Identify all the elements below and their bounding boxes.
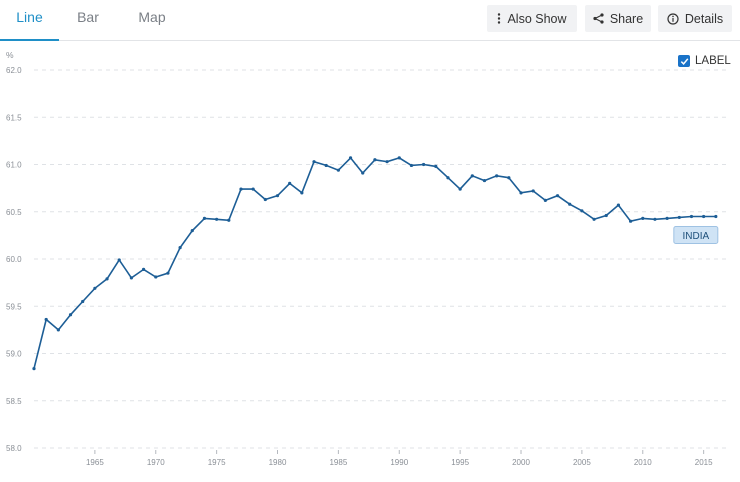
data-point[interactable] (275, 194, 280, 198)
label-checkbox[interactable] (678, 55, 690, 67)
checkmark-icon (680, 57, 688, 65)
y-tick-label: 60.5 (6, 208, 22, 217)
data-point[interactable] (470, 174, 474, 178)
data-point[interactable] (434, 164, 438, 168)
tab-bar[interactable]: Bar (77, 9, 99, 25)
data-point[interactable] (288, 181, 292, 185)
data-point[interactable] (446, 176, 450, 180)
data-point[interactable] (592, 217, 596, 221)
x-tick-label: 2005 (573, 458, 591, 467)
data-point[interactable] (166, 271, 170, 275)
data-point[interactable] (81, 299, 85, 304)
y-tick-label: 61.0 (6, 161, 22, 170)
share-label: Share (609, 11, 644, 26)
data-point[interactable] (702, 214, 706, 219)
data-point[interactable] (68, 313, 73, 317)
data-point[interactable] (56, 328, 60, 332)
x-tick-label: 1985 (329, 458, 347, 467)
data-point[interactable] (385, 160, 389, 164)
data-point[interactable] (202, 216, 207, 220)
details-button[interactable]: Details (658, 5, 732, 32)
data-point[interactable] (215, 217, 219, 221)
data-point[interactable] (665, 216, 669, 220)
data-point[interactable] (555, 194, 560, 198)
label-toggle-text: LABEL (695, 55, 731, 67)
data-point[interactable] (312, 160, 316, 164)
data-point[interactable] (251, 187, 255, 191)
data-point[interactable] (373, 158, 377, 162)
data-point[interactable] (568, 202, 572, 206)
data-point[interactable] (348, 156, 353, 160)
data-point[interactable] (677, 215, 681, 220)
x-tick-label: 1980 (269, 458, 287, 467)
x-tick-label: 1995 (451, 458, 469, 467)
data-point[interactable] (117, 258, 121, 262)
data-point[interactable] (714, 214, 718, 219)
series-label-text: INDIA (682, 231, 709, 242)
data-point[interactable] (336, 168, 340, 172)
y-tick-label: 58.5 (6, 397, 22, 406)
top-toolbar: Line Bar Map Also Show Share Details (0, 0, 740, 41)
data-point[interactable] (580, 209, 584, 213)
data-point[interactable] (495, 174, 499, 178)
y-tick-label: 60.0 (6, 255, 22, 264)
label-toggle[interactable]: LABEL (678, 55, 731, 67)
y-tick-label: 62.0 (6, 66, 22, 75)
data-point[interactable] (507, 176, 511, 180)
x-tick-label: 2000 (512, 458, 530, 467)
x-tick-label: 2015 (695, 458, 713, 467)
tab-line[interactable]: Line (0, 0, 59, 41)
share-button[interactable]: Share (585, 5, 651, 32)
tab-map[interactable]: Map (138, 9, 166, 25)
data-point[interactable] (531, 189, 535, 193)
vertical-dots-icon (497, 13, 501, 24)
series-line-india[interactable] (33, 156, 716, 369)
y-tick-label: 59.0 (6, 350, 22, 359)
also-show-button[interactable]: Also Show (487, 5, 577, 32)
data-point[interactable] (141, 267, 146, 271)
data-point[interactable] (178, 246, 182, 250)
data-point[interactable] (105, 277, 109, 281)
data-point[interactable] (300, 191, 304, 195)
share-icon (593, 13, 604, 24)
data-point[interactable] (689, 214, 694, 219)
data-point[interactable] (397, 156, 401, 160)
y-tick-label: 59.5 (6, 302, 22, 311)
x-tick-label: 1970 (147, 458, 165, 467)
series-label-india: INDIA (673, 225, 719, 244)
data-point[interactable] (604, 213, 608, 218)
data-point[interactable] (653, 217, 657, 221)
data-point[interactable] (641, 216, 645, 220)
also-show-label: Also Show (507, 11, 567, 26)
data-point[interactable] (129, 276, 134, 280)
data-point[interactable] (190, 229, 194, 233)
info-icon (667, 12, 679, 25)
data-point[interactable] (543, 198, 547, 203)
data-point[interactable] (422, 162, 426, 167)
data-point[interactable] (154, 275, 158, 279)
x-tick-label: 2010 (634, 458, 652, 467)
data-point[interactable] (628, 219, 633, 223)
data-point[interactable] (263, 197, 267, 202)
data-point[interactable] (458, 187, 462, 191)
data-point[interactable] (44, 317, 48, 322)
data-point[interactable] (227, 218, 231, 222)
details-label: Details (684, 11, 724, 26)
data-point[interactable] (482, 178, 487, 183)
data-point[interactable] (409, 163, 414, 168)
data-point[interactable] (616, 203, 621, 207)
data-point[interactable] (519, 191, 523, 195)
data-point[interactable] (324, 163, 328, 168)
x-tick-label: 1975 (208, 458, 226, 467)
y-tick-label: 61.5 (6, 113, 22, 122)
data-point[interactable] (239, 187, 243, 191)
y-tick-label: 58.0 (6, 444, 22, 453)
data-point[interactable] (361, 171, 365, 175)
y-axis-unit: % (6, 50, 14, 60)
x-tick-label: 1990 (390, 458, 408, 467)
data-point[interactable] (32, 367, 36, 371)
x-tick-label: 1965 (86, 458, 104, 467)
data-point[interactable] (93, 286, 97, 290)
